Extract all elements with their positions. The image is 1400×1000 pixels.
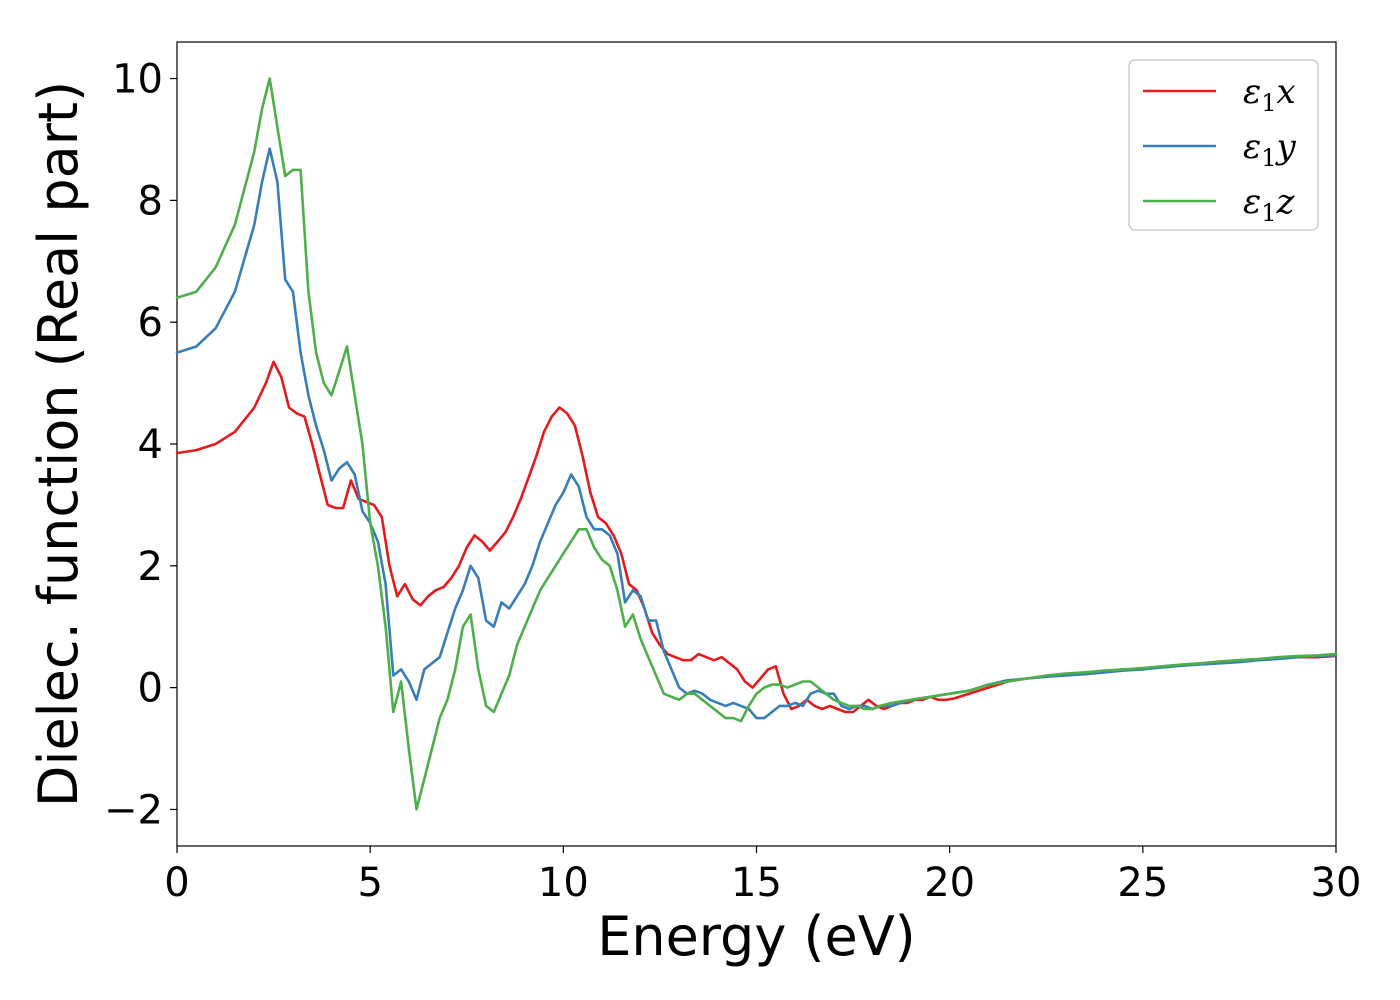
x-axis-title: Energy (eV)	[597, 905, 916, 968]
x-tick-label: 10	[538, 860, 589, 906]
y-tick-label: 10	[112, 57, 163, 103]
legend-label-x: ε1x	[1243, 72, 1296, 117]
legend-label-z: ε1z	[1243, 182, 1296, 227]
y-tick-label: 4	[138, 422, 163, 468]
y-tick-label: 0	[138, 666, 163, 712]
y-axis-title: Dielec. function (Real part)	[27, 81, 90, 807]
x-tick-label: 20	[924, 860, 975, 906]
legend-box	[1128, 59, 1319, 231]
legend: ε1x ε1y ε1z	[1128, 59, 1319, 231]
x-axis-ticks: 0 5 10 15 20 25 30	[164, 846, 1361, 906]
x-tick-label: 25	[1117, 860, 1168, 906]
x-tick-label: 15	[731, 860, 782, 906]
y-tick-label: 2	[138, 544, 163, 590]
series-line-z	[175, 77, 1338, 811]
legend-label-y: ε1y	[1243, 127, 1297, 172]
y-tick-label: 8	[138, 178, 163, 224]
x-tick-label: 0	[164, 860, 189, 906]
y-tick-label: −2	[104, 787, 163, 833]
y-axis-ticks: −2 0 2 4 6 8 10	[104, 57, 177, 833]
x-tick-label: 5	[357, 860, 382, 906]
y-tick-label: 6	[138, 300, 163, 346]
series-line-x	[175, 360, 1338, 714]
series-lines	[175, 77, 1338, 811]
x-tick-label: 30	[1311, 860, 1362, 906]
